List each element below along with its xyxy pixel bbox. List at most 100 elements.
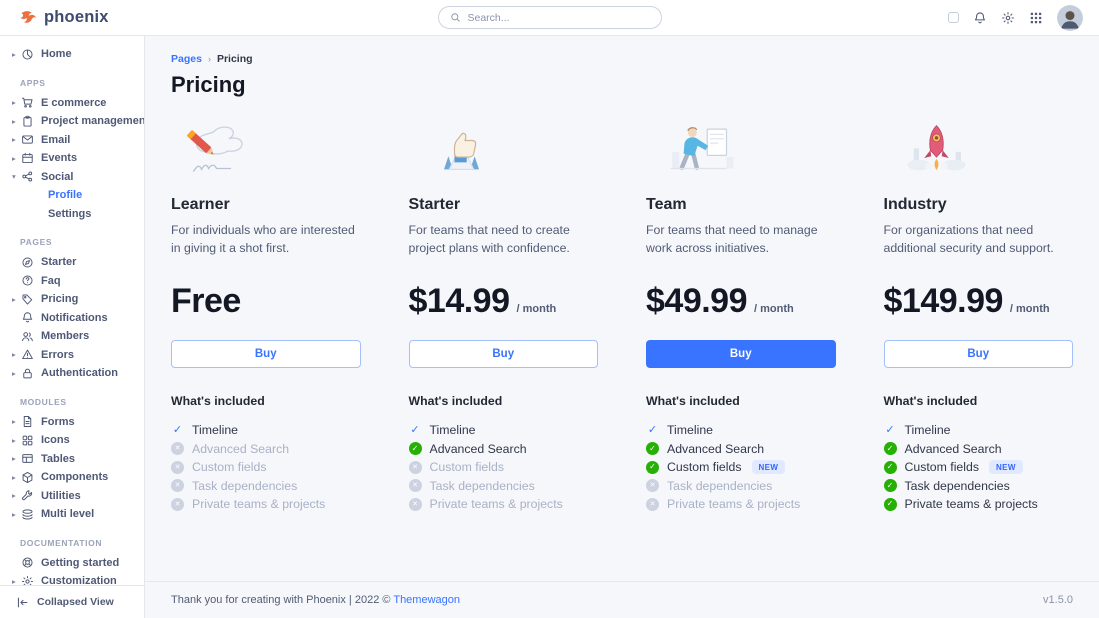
plan-description: For individuals who are interested in gi… bbox=[171, 223, 355, 256]
page-footer: Thank you for creating with Phoenix | 20… bbox=[145, 581, 1099, 618]
price-period: / month bbox=[754, 303, 794, 315]
sidebar-item-starter[interactable]: Starter bbox=[0, 253, 144, 272]
search-bar[interactable] bbox=[437, 6, 662, 29]
sidebar-item-getting-started[interactable]: Getting started bbox=[0, 554, 144, 573]
buy-button-team[interactable]: Buy bbox=[646, 340, 836, 368]
search-input[interactable] bbox=[467, 11, 650, 24]
sidebar-item-authentication[interactable]: ▸ Authentication bbox=[0, 364, 144, 383]
collapsed-view-button[interactable]: Collapsed View bbox=[0, 585, 144, 618]
feature-label: Timeline bbox=[192, 423, 239, 438]
sidebar-item-customization[interactable]: ▸ Customization bbox=[0, 572, 144, 585]
caret-right-icon: ▸ bbox=[12, 350, 16, 360]
tag-icon bbox=[21, 293, 34, 306]
sidebar-item-label: Components bbox=[41, 471, 109, 484]
bell-icon[interactable] bbox=[973, 11, 987, 25]
caret-right-icon: ▸ bbox=[12, 368, 16, 378]
caret-right-icon: ▸ bbox=[12, 135, 16, 145]
sidebar-subitem-profile[interactable]: Profile bbox=[48, 189, 83, 202]
plan-illustration-person bbox=[646, 120, 836, 182]
sidebar-item-pricing[interactable]: ▸ Pricing bbox=[0, 290, 144, 309]
caret-right-icon: ▸ bbox=[12, 454, 16, 464]
theme-toggle[interactable] bbox=[948, 12, 959, 23]
price-period: / month bbox=[1009, 303, 1050, 315]
plan-illustration-rocket bbox=[884, 120, 1074, 182]
sidebar-item-label: Events bbox=[41, 152, 78, 165]
price-amount: $14.99 bbox=[408, 282, 511, 320]
feature-row: ✓ Timeline bbox=[646, 421, 836, 440]
feature-row: ✓ Timeline bbox=[884, 421, 1074, 440]
buy-button-industry[interactable]: Buy bbox=[883, 340, 1073, 368]
chart-pie-icon bbox=[21, 48, 34, 61]
plan-description: For teams that need to manage work acros… bbox=[646, 223, 818, 256]
plan-card-industry: Industry For organizations that need add… bbox=[883, 120, 1074, 514]
sidebar-item-notifications[interactable]: Notifications bbox=[0, 309, 144, 328]
warning-triangle-icon bbox=[21, 348, 34, 361]
sidebar-item-e-commerce[interactable]: ▸ E commerce bbox=[0, 94, 144, 113]
caret-right-icon: ▸ bbox=[12, 98, 16, 108]
collapsed-view-label: Collapsed View bbox=[37, 596, 114, 608]
price-amount: $49.99 bbox=[646, 282, 748, 320]
breadcrumb-parent[interactable]: Pages bbox=[171, 53, 202, 65]
life-ring-icon bbox=[21, 556, 34, 569]
cross-circle-icon: ✕ bbox=[408, 497, 422, 511]
sidebar-item-label: Project management bbox=[41, 115, 144, 128]
check-circle-icon: ✓ bbox=[883, 460, 897, 474]
users-icon bbox=[21, 330, 34, 343]
themewagon-link[interactable]: Themewagon bbox=[393, 594, 460, 606]
sidebar-item-email[interactable]: ▸ Email bbox=[0, 131, 144, 150]
sidebar-item-forms[interactable]: ▸ Forms bbox=[0, 413, 144, 432]
plan-price: $14.99 / month bbox=[409, 282, 599, 326]
sidebar-item-tables[interactable]: ▸ Tables bbox=[0, 450, 144, 469]
feature-list: ✓ Timeline ✕ Advanced Search ✕ Custom fields ✕… bbox=[171, 421, 361, 514]
buy-button-starter[interactable]: Buy bbox=[408, 340, 598, 368]
breadcrumb: Pages › Pricing bbox=[171, 53, 1073, 65]
footer-text: Thank you for creating with Phoenix | 20… bbox=[171, 594, 391, 606]
sidebar-item-label: Customization bbox=[41, 575, 117, 585]
cross-circle-icon: ✕ bbox=[408, 460, 422, 474]
apps-grid-icon[interactable] bbox=[1029, 11, 1043, 25]
plan-illustration-thumbs-up bbox=[409, 120, 599, 182]
feature-label: Private teams & projects bbox=[904, 497, 1038, 512]
sidebar-subitem-settings[interactable]: Settings bbox=[48, 207, 92, 220]
sidebar-section-pages: PAGES bbox=[20, 237, 53, 247]
sidebar-item-icons[interactable]: ▸ Icons bbox=[0, 431, 144, 450]
sidebar-item-utilities[interactable]: ▸ Utilities bbox=[0, 487, 144, 506]
sidebar-item-social[interactable]: ▾ Social bbox=[0, 168, 144, 187]
feature-list: ✓ Timeline ✓ Advanced Search ✓ Custom fields N… bbox=[646, 421, 836, 514]
feature-row: ✕ Private teams & projects bbox=[408, 495, 599, 514]
caret-right-icon: ▸ bbox=[12, 294, 16, 304]
sidebar-item-label: Tables bbox=[41, 452, 76, 465]
sidebar-item-errors[interactable]: ▸ Errors bbox=[0, 346, 144, 365]
user-avatar[interactable] bbox=[1057, 4, 1083, 31]
caret-right-icon: ▸ bbox=[12, 491, 16, 501]
gear-icon bbox=[21, 575, 34, 585]
gear-icon[interactable] bbox=[1001, 11, 1015, 25]
lock-icon bbox=[21, 367, 34, 380]
caret-right-icon: ▸ bbox=[12, 576, 16, 585]
feature-label: Custom fields bbox=[667, 460, 742, 475]
feature-row: ✓ Advanced Search bbox=[408, 440, 599, 459]
sidebar-item-events[interactable]: ▸ Events bbox=[0, 149, 144, 168]
sidebar-item-home[interactable]: ▸ Home bbox=[0, 45, 144, 64]
new-badge: NEW bbox=[989, 460, 1023, 475]
feature-row: ✓ Private teams & projects bbox=[883, 495, 1074, 514]
buy-button-learner[interactable]: Buy bbox=[171, 340, 361, 368]
sidebar-item-project-management[interactable]: ▸ Project management bbox=[0, 112, 144, 131]
feature-row: ✓ Timeline bbox=[409, 421, 599, 440]
sidebar-item-faq[interactable]: Faq bbox=[0, 272, 144, 291]
envelope-icon bbox=[21, 133, 34, 146]
sidebar-item-multi-level[interactable]: ▸ Multi level bbox=[0, 505, 144, 524]
sidebar-item-components[interactable]: ▸ Components bbox=[0, 468, 144, 487]
included-title: What's included bbox=[883, 394, 978, 408]
feature-list: ✓ Timeline ✓ Advanced Search ✕ Custom fields ✕… bbox=[408, 421, 599, 514]
brand-logo[interactable]: phoenix bbox=[18, 8, 109, 28]
included-title: What's included bbox=[408, 394, 503, 408]
cross-circle-icon: ✕ bbox=[171, 442, 184, 456]
collapse-icon bbox=[16, 596, 29, 609]
navbar-actions bbox=[948, 4, 1083, 31]
caret-right-icon: ▸ bbox=[12, 472, 16, 482]
cube-icon bbox=[21, 471, 34, 484]
sidebar-item-members[interactable]: Members bbox=[0, 327, 144, 346]
feature-label: Private teams & projects bbox=[192, 497, 326, 512]
version-label: v1.5.0 bbox=[1043, 594, 1073, 606]
